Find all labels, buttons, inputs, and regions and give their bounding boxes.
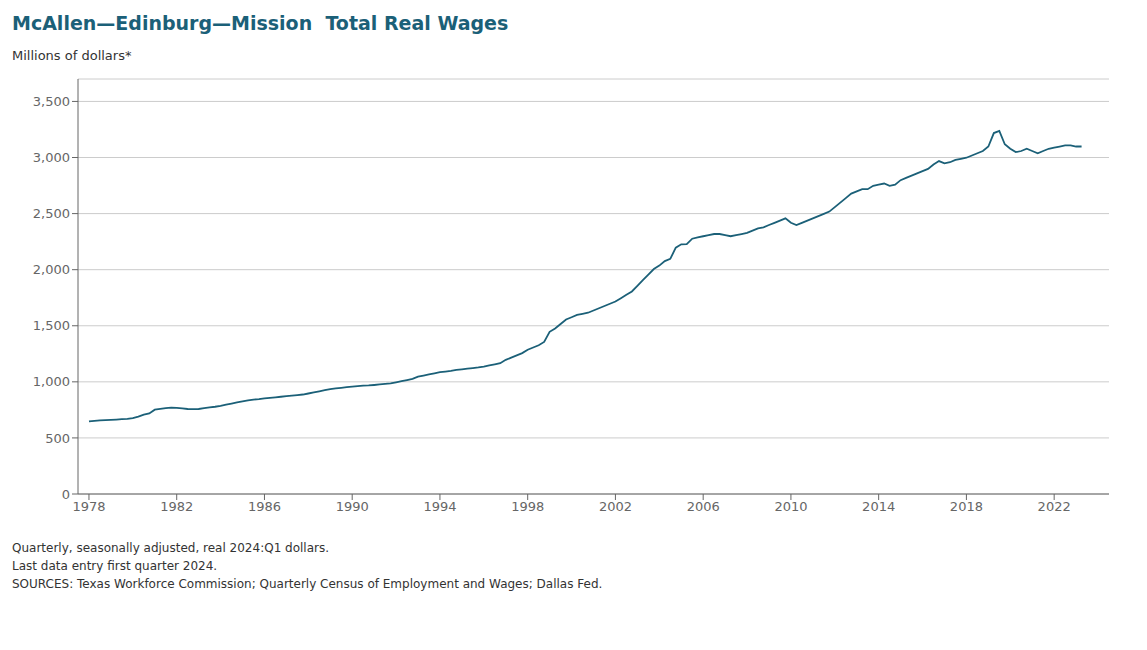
svg-text:2006: 2006 xyxy=(687,499,720,514)
svg-text:1998: 1998 xyxy=(511,499,544,514)
html-text:Quarterly, seasonally adjusted: Quarterly, seasonally adjusted, real 202… xyxy=(12,541,330,555)
svg-text:2,000: 2,000 xyxy=(33,262,70,277)
html-text:McAllen—Edinburg—Mission Total: McAllen—Edinburg—Mission Total Real Wage… xyxy=(12,12,509,34)
svg-text:1986: 1986 xyxy=(248,499,281,514)
svg-text:2,500: 2,500 xyxy=(33,206,70,221)
html-text:Millions of dollars*: Millions of dollars* xyxy=(12,48,132,63)
svg-text:2010: 2010 xyxy=(774,499,807,514)
html-text:SOURCES: Texas Workforce Commi: SOURCES: Texas Workforce Commission; Qua… xyxy=(12,577,603,591)
svg-text:2018: 2018 xyxy=(950,499,983,514)
svg-text:1,500: 1,500 xyxy=(33,318,70,333)
svg-text:1990: 1990 xyxy=(336,499,369,514)
svg-text:1994: 1994 xyxy=(423,499,456,514)
svg-text:1982: 1982 xyxy=(160,499,193,514)
svg-text:3,000: 3,000 xyxy=(33,150,70,165)
html-text:Last data entry first quarter: Last data entry first quarter 2024. xyxy=(12,559,218,573)
svg-text:0: 0 xyxy=(62,487,70,502)
svg-text:2014: 2014 xyxy=(862,499,895,514)
svg-text:2022: 2022 xyxy=(1038,499,1071,514)
svg-text:3,500: 3,500 xyxy=(33,94,70,109)
svg-text:1978: 1978 xyxy=(72,499,105,514)
svg-text:2002: 2002 xyxy=(599,499,632,514)
svg-text:1,000: 1,000 xyxy=(33,374,70,389)
svg-text:500: 500 xyxy=(45,431,70,446)
